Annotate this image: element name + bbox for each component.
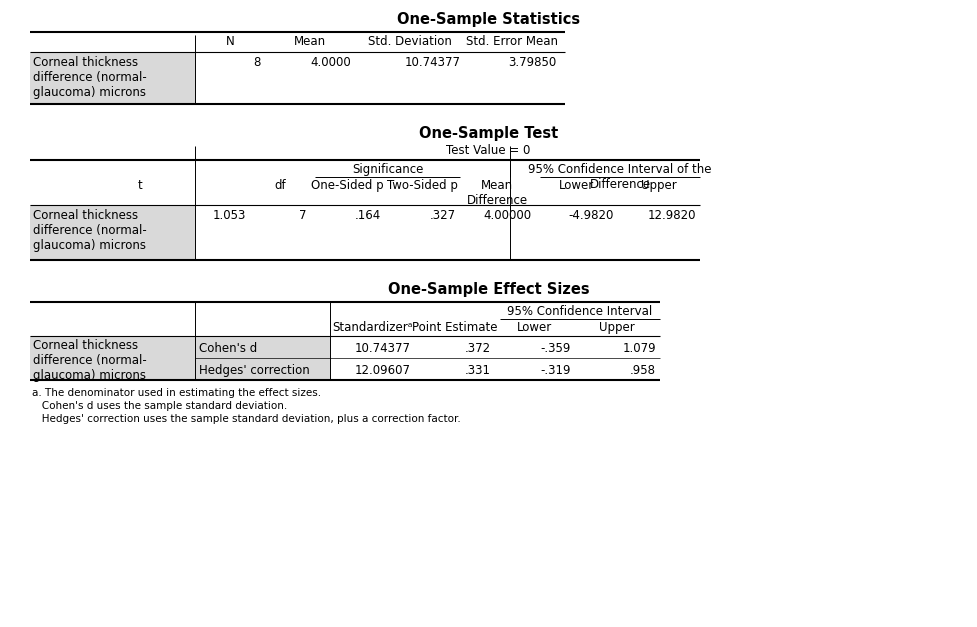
Text: 95% Confidence Interval of the
Difference: 95% Confidence Interval of the Differenc… [529,163,712,191]
Text: Lower: Lower [518,321,553,334]
Text: 8: 8 [254,56,261,69]
Text: t: t [138,179,143,192]
Text: Mean
Difference: Mean Difference [466,179,528,207]
Text: Upper: Upper [641,179,677,192]
Text: df: df [275,179,286,192]
Text: One-Sample Test: One-Sample Test [419,126,558,141]
Bar [30,205,195,260]
Text: Std. Deviation: Std. Deviation [368,35,452,48]
Text: 1.079: 1.079 [622,342,656,355]
Text: 10.74377: 10.74377 [405,56,461,69]
Text: 4.00000: 4.00000 [483,209,531,222]
Text: 12.09607: 12.09607 [355,364,411,377]
Text: 1.053: 1.053 [213,209,246,222]
Text: 7: 7 [299,209,306,222]
Text: Hedges' correction: Hedges' correction [199,364,310,377]
Text: 3.79850: 3.79850 [508,56,556,69]
Text: Mean: Mean [294,35,326,48]
Text: Test Value = 0: Test Value = 0 [446,144,531,157]
Text: -.319: -.319 [540,364,571,377]
Text: Cohen's d: Cohen's d [199,342,257,355]
Bar [195,336,330,380]
Bar [30,52,195,104]
Text: One-Sample Effect Sizes: One-Sample Effect Sizes [388,282,589,297]
Text: Upper: Upper [599,321,635,334]
Text: Cohen's d uses the sample standard deviation.: Cohen's d uses the sample standard devia… [32,401,287,411]
Text: .327: .327 [430,209,456,222]
Text: Corneal thickness
difference (normal-
glaucoma) microns: Corneal thickness difference (normal- gl… [33,209,147,252]
Text: One-Sided p: One-Sided p [311,179,383,192]
Bar [30,336,195,380]
Text: N: N [226,35,234,48]
Text: -.359: -.359 [540,342,571,355]
Text: Corneal thickness
difference (normal-
glaucoma) microns: Corneal thickness difference (normal- gl… [33,339,147,382]
Text: Standardizerᵃ: Standardizerᵃ [332,321,412,334]
Text: Corneal thickness
difference (normal-
glaucoma) microns: Corneal thickness difference (normal- gl… [33,56,147,99]
Text: 95% Confidence Interval: 95% Confidence Interval [507,305,653,318]
Text: .958: .958 [630,364,656,377]
Text: .164: .164 [355,209,381,222]
Text: Two-Sided p: Two-Sided p [387,179,457,192]
Text: Lower: Lower [559,179,594,192]
Text: 12.9820: 12.9820 [648,209,696,222]
Text: Point Estimate: Point Estimate [412,321,497,334]
Text: -4.9820: -4.9820 [569,209,614,222]
Text: .331: .331 [465,364,491,377]
Text: .372: .372 [465,342,491,355]
Text: 4.0000: 4.0000 [311,56,351,69]
Text: 10.74377: 10.74377 [355,342,411,355]
Text: Std. Error Mean: Std. Error Mean [466,35,558,48]
Text: One-Sample Statistics: One-Sample Statistics [397,12,580,27]
Text: a. The denominator used in estimating the effect sizes.: a. The denominator used in estimating th… [32,388,321,398]
Text: Hedges' correction uses the sample standard deviation, plus a correction factor.: Hedges' correction uses the sample stand… [32,414,461,424]
Text: Significance: Significance [352,163,423,176]
